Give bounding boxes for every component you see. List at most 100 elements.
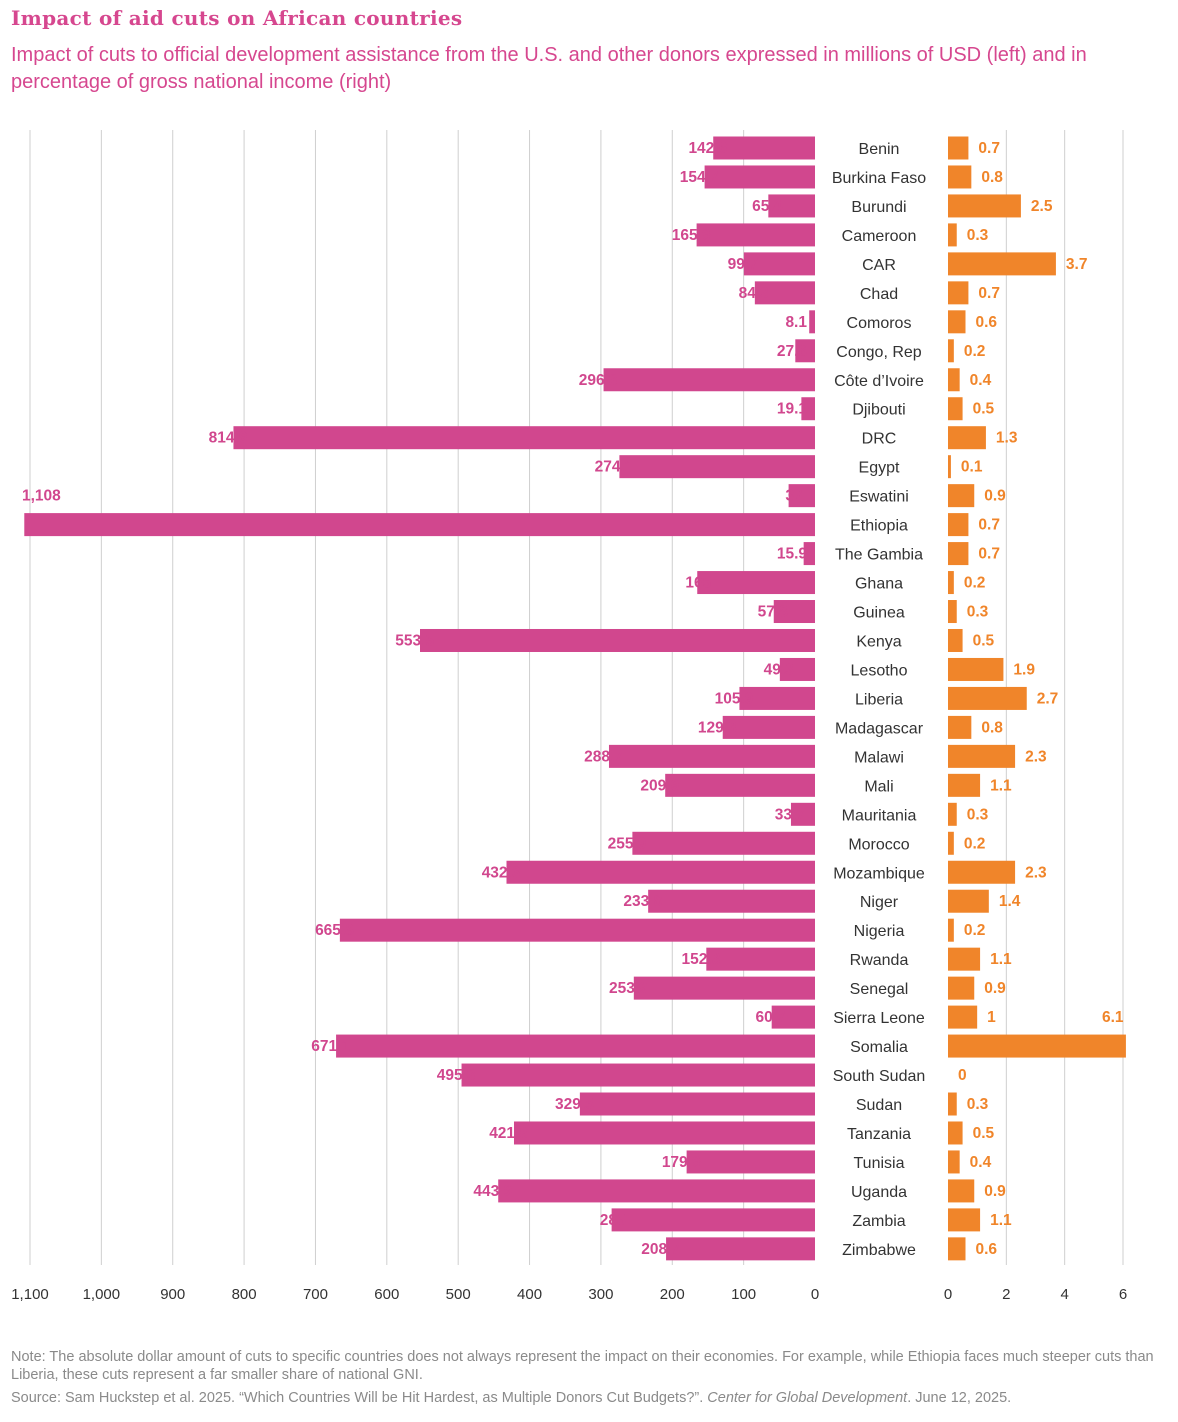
right-value-label: 1.9 — [1013, 661, 1035, 678]
left-value-label: 60.7 — [756, 1009, 786, 1026]
category-label: South Sudan — [833, 1068, 926, 1085]
left-value-label: 27.6 — [777, 343, 808, 360]
right-bar — [948, 571, 954, 595]
left-bar — [632, 831, 815, 855]
category-label: Tunisia — [854, 1155, 905, 1172]
right-value-label: 0.7 — [978, 546, 1000, 563]
right-value-label: 0.9 — [984, 488, 1006, 505]
left-bar — [809, 310, 815, 334]
left-tick-label: 800 — [232, 1286, 257, 1303]
right-value-label: 0.2 — [964, 575, 986, 592]
grid-layer — [29, 130, 1124, 1265]
right-value-label: 0.3 — [967, 806, 989, 823]
bars-layer — [24, 136, 1126, 1261]
left-value-label: 329.5 — [555, 1096, 594, 1113]
right-value-label: 1.3 — [996, 430, 1018, 447]
left-value-label: 57.8 — [758, 604, 789, 621]
right-bar — [948, 397, 963, 421]
left-value-label: 99.7 — [728, 256, 758, 273]
category-label: Senegal — [850, 981, 909, 998]
left-tick-label: 300 — [588, 1286, 613, 1303]
left-value-label: 443.9 — [473, 1183, 512, 1200]
right-value-label: 0.5 — [973, 1125, 995, 1142]
category-label: Djibouti — [852, 402, 905, 419]
right-bar — [948, 455, 951, 479]
category-label: Morocco — [848, 836, 909, 853]
right-bar — [948, 628, 963, 652]
right-value-label: 0.7 — [978, 517, 1000, 534]
left-value-label: 33.7 — [775, 806, 805, 823]
category-label: Malawi — [854, 749, 904, 766]
right-bar — [948, 1150, 960, 1174]
right-bar — [948, 513, 969, 537]
left-bar — [771, 1005, 815, 1029]
source-suffix: . June 12, 2025. — [907, 1390, 1012, 1406]
left-value-label: 288.7 — [584, 748, 623, 765]
left-tick-label: 0 — [811, 1286, 819, 1303]
left-bar — [513, 1121, 815, 1145]
left-value-label: 665.8 — [315, 922, 354, 939]
left-bar — [666, 1237, 815, 1261]
left-value-label: 165.9 — [672, 227, 711, 244]
category-label: Zimbabwe — [842, 1242, 916, 1259]
left-value-label: 154.7 — [680, 169, 719, 186]
right-bar — [948, 1092, 957, 1116]
category-label: The Gambia — [835, 547, 923, 564]
left-bar — [665, 773, 815, 797]
left-value-label: 105.9 — [715, 690, 754, 707]
left-value-label: 255.9 — [608, 835, 647, 852]
left-value-label: 233.8 — [623, 893, 662, 910]
right-bar — [948, 484, 975, 508]
left-bar — [706, 947, 815, 971]
category-label: Burundi — [851, 199, 906, 216]
chart-subtitle: Impact of cuts to official development a… — [11, 44, 1087, 93]
left-bar — [722, 715, 815, 739]
left-value-label: 165 — [685, 575, 711, 592]
left-bar — [713, 136, 815, 160]
left-bar — [743, 252, 815, 276]
left-value-label: 65.4 — [752, 198, 783, 215]
left-bar — [603, 368, 815, 392]
left-tick-label: 600 — [374, 1286, 399, 1303]
right-bar — [948, 426, 986, 450]
left-value-label: 19.1 — [777, 401, 808, 418]
category-label: Mozambique — [833, 865, 925, 882]
left-bar — [648, 889, 815, 913]
right-bar — [948, 252, 1056, 276]
right-bar — [948, 1034, 1126, 1058]
left-bar — [619, 455, 815, 479]
left-bar — [754, 281, 815, 305]
category-label: Lesotho — [851, 662, 908, 679]
category-label: Ethiopia — [850, 518, 908, 535]
category-label: Nigeria — [854, 923, 905, 940]
category-label: Niger — [860, 894, 899, 911]
left-value-label: 274.1 — [595, 459, 634, 476]
right-value-label: 0.8 — [981, 719, 1003, 736]
left-tick-label: 1,000 — [83, 1286, 121, 1303]
left-value-label: 253.9 — [609, 980, 648, 997]
right-bar — [948, 1208, 981, 1232]
left-bar — [506, 860, 815, 884]
left-bar — [420, 628, 815, 652]
left-bar — [779, 657, 815, 681]
left-bar — [803, 542, 815, 566]
left-bar — [611, 1208, 815, 1232]
left-tick-label: 200 — [660, 1286, 685, 1303]
right-value-label: 0.1 — [961, 459, 983, 476]
left-bar — [788, 484, 815, 508]
right-tick-label: 6 — [1119, 1286, 1127, 1303]
right-bar — [948, 600, 957, 624]
category-label: Côte d’Ivoire — [834, 373, 924, 390]
category-label: Rwanda — [850, 952, 909, 969]
right-bar — [948, 310, 966, 334]
category-label: Ghana — [855, 576, 903, 593]
right-value-label: 1.4 — [999, 893, 1021, 910]
right-value-label: 0.5 — [973, 401, 995, 418]
right-bar — [948, 860, 1016, 884]
right-value-label: 6.1 — [1102, 1009, 1124, 1026]
category-label: Madagascar — [835, 720, 924, 737]
right-value-label: 0.6 — [976, 314, 998, 331]
right-tick-label: 2 — [1002, 1286, 1010, 1303]
labels-layer: 142.6 Benin 0.7 154.7 Burkina Faso 0.8 65.4 Bur… — [22, 140, 1124, 1259]
right-bar — [948, 223, 957, 247]
